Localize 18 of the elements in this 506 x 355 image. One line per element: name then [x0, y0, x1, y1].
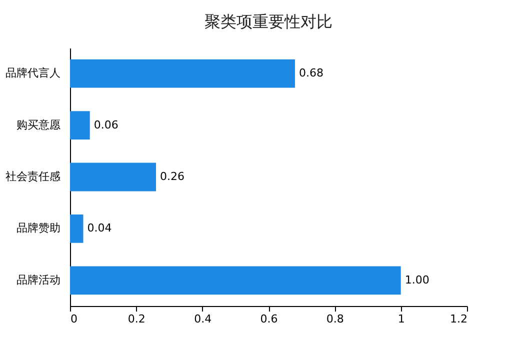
data-label: 0.68 — [298, 66, 324, 80]
chart-title: 聚类项重要性对比 — [204, 12, 332, 31]
x-tick-label: 0.6 — [260, 312, 278, 326]
y-tick-label: 购买意愿 — [16, 118, 60, 132]
x-tick-label: 0 — [70, 312, 78, 326]
data-label: 0.26 — [160, 170, 185, 183]
x-tick-label: 1 — [398, 312, 405, 326]
y-tick-label: 品牌赞助 — [16, 222, 60, 235]
data-label: 0.06 — [94, 118, 118, 132]
x-tick-label: 0.4 — [194, 312, 212, 326]
x-tick-label: 1.2 — [450, 312, 468, 326]
y-tick-label: 品牌活动 — [16, 273, 60, 286]
x-tick-label: 0.2 — [128, 312, 146, 326]
data-label: 0.04 — [87, 222, 112, 235]
y-tick-label: 品牌代言人 — [6, 66, 60, 80]
data-label: 1.00 — [404, 273, 430, 286]
y-tick-label: 社会责任感 — [6, 170, 60, 183]
x-tick-label: 0.8 — [326, 312, 344, 326]
